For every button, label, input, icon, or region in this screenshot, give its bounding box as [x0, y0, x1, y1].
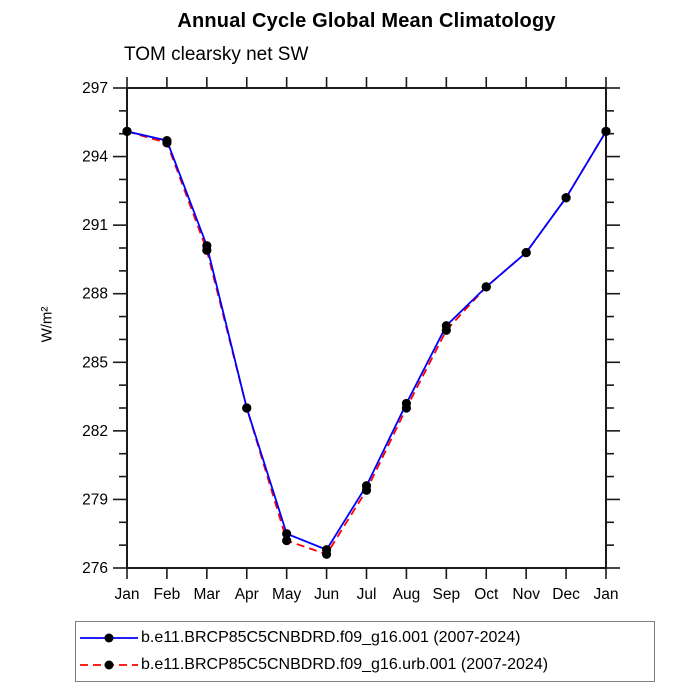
svg-text:Jul: Jul [357, 586, 377, 603]
svg-text:276: 276 [82, 560, 108, 577]
x-axis-tick-labels: Jan Feb Mar Apr May Jun Jul Aug Sep Oct Nov Dec Jan [115, 586, 619, 603]
svg-text:279: 279 [82, 491, 108, 508]
chart-subtitle: TOM clearsky net SW [124, 44, 309, 65]
legend-line-dashed-icon [80, 660, 138, 670]
svg-text:Jan: Jan [594, 586, 619, 603]
y-axis-ticks [113, 87, 620, 569]
y-axis-tick-labels: 276 279 282 285 288 291 294 297 [82, 80, 108, 577]
svg-text:Dec: Dec [552, 586, 580, 603]
svg-text:Feb: Feb [154, 586, 181, 603]
svg-text:297: 297 [82, 80, 108, 97]
svg-text:291: 291 [82, 217, 108, 234]
svg-text:Aug: Aug [393, 586, 421, 603]
svg-text:285: 285 [82, 354, 108, 371]
svg-text:282: 282 [82, 423, 108, 440]
x-axis-ticks [126, 77, 607, 579]
legend-item-urb-001: b.e11.BRCP85C5CNBDRD.f09_g16.urb.001 (20… [79, 653, 654, 677]
svg-text:294: 294 [82, 149, 108, 166]
legend-label-001: b.e11.BRCP85C5CNBDRD.f09_g16.001 (2007-2… [141, 629, 521, 646]
svg-text:Mar: Mar [193, 586, 220, 603]
svg-text:Oct: Oct [474, 586, 499, 603]
svg-text:288: 288 [82, 286, 108, 303]
svg-text:Nov: Nov [512, 586, 540, 603]
data-point-markers [122, 126, 611, 559]
svg-text:Apr: Apr [235, 586, 259, 603]
legend-line-solid-icon [80, 633, 138, 643]
svg-text:Jan: Jan [115, 586, 140, 603]
legend-box: b.e11.BRCP85C5CNBDRD.f09_g16.001 (2007-2… [75, 621, 655, 682]
svg-text:Sep: Sep [433, 586, 461, 603]
chart-title: Annual Cycle Global Mean Climatology [177, 10, 556, 32]
legend-item-001: b.e11.BRCP85C5CNBDRD.f09_g16.001 (2007-2… [79, 626, 654, 650]
plot-frame [126, 87, 607, 569]
legend-label-urb-001: b.e11.BRCP85C5CNBDRD.f09_g16.urb.001 (20… [141, 656, 549, 673]
svg-text:May: May [272, 586, 302, 603]
svg-text:Jun: Jun [314, 586, 339, 603]
